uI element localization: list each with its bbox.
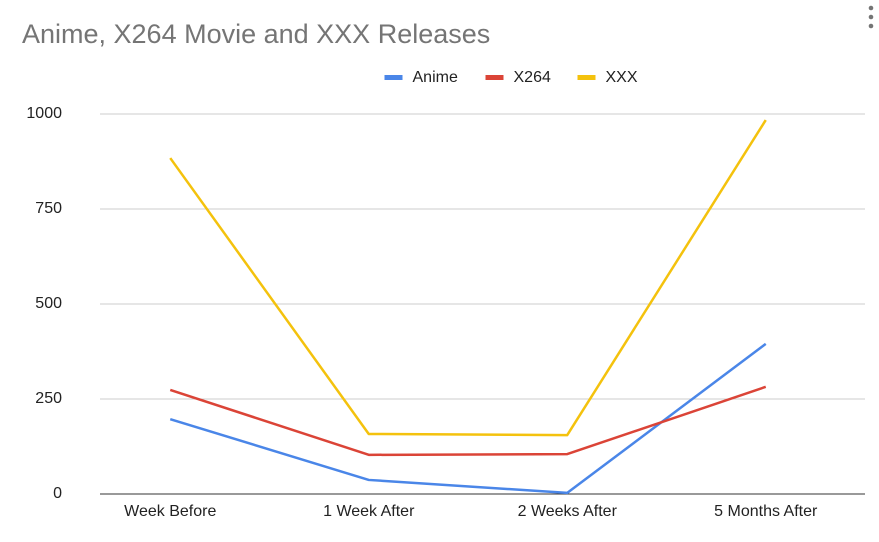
legend-swatch	[577, 75, 596, 80]
y-tick-label: 250	[35, 390, 62, 407]
line	[169, 342, 767, 495]
menu-dot	[868, 5, 874, 11]
x-tick-label: 1 Week After	[323, 503, 415, 520]
y-tick-label: 1000	[26, 105, 62, 122]
line	[169, 119, 767, 437]
x-tick-label: Week Before	[124, 503, 216, 520]
x-tick-label: 2 Weeks After	[518, 503, 618, 520]
legend-label: Anime	[413, 69, 458, 86]
x-tick-label: 5 Months After	[714, 503, 818, 520]
y-tick-label: 0	[53, 485, 62, 502]
legend-label: X264	[514, 69, 551, 86]
menu-button[interactable]	[868, 5, 874, 29]
legend-swatch	[384, 75, 403, 80]
menu-dot	[868, 14, 874, 20]
legend-label: XXX	[606, 69, 638, 86]
menu-dot	[868, 23, 874, 29]
y-tick-label: 500	[35, 295, 62, 312]
chart-title: Anime, X264 Movie and XXX Releases	[22, 19, 490, 49]
legend-swatch	[485, 75, 504, 80]
y-tick-label: 750	[35, 200, 62, 217]
line	[169, 385, 767, 457]
